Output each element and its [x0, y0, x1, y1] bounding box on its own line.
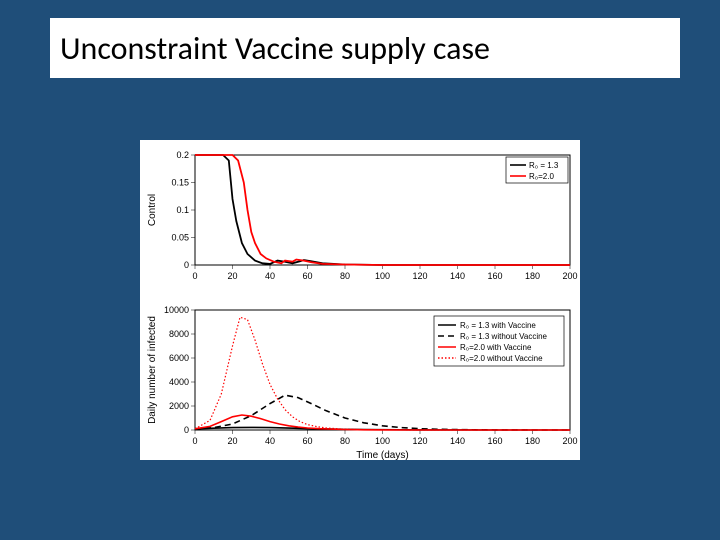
svg-text:Time (days): Time (days): [356, 450, 408, 460]
svg-text:R₀=2.0 with Vaccine: R₀=2.0 with Vaccine: [460, 343, 532, 352]
svg-text:6000: 6000: [169, 353, 189, 363]
svg-text:140: 140: [450, 436, 465, 446]
svg-text:4000: 4000: [169, 377, 189, 387]
svg-text:0: 0: [192, 436, 197, 446]
svg-text:Daily number of infected: Daily number of infected: [147, 316, 158, 424]
slide: Unconstraint Vaccine supply case 0 20 40 60…: [0, 0, 720, 540]
svg-text:Control: Control: [147, 194, 158, 226]
svg-text:80: 80: [340, 271, 350, 281]
svg-text:R₀ = 1.3 with Vaccine: R₀ = 1.3 with Vaccine: [460, 321, 536, 330]
svg-text:10000: 10000: [164, 305, 189, 315]
svg-text:0: 0: [184, 260, 189, 270]
svg-text:60: 60: [302, 436, 312, 446]
svg-text:R₀ = 1.3: R₀ = 1.3: [529, 161, 559, 170]
charts-svg: 02040608010012014016018020000.050.10.150…: [140, 140, 580, 460]
svg-text:R₀=2.0 without Vaccine: R₀=2.0 without Vaccine: [460, 354, 543, 363]
svg-text:8000: 8000: [169, 329, 189, 339]
svg-text:160: 160: [487, 271, 502, 281]
svg-text:40: 40: [265, 436, 275, 446]
svg-text:0: 0: [192, 271, 197, 281]
svg-text:20: 20: [227, 436, 237, 446]
slide-title: Unconstraint Vaccine supply case: [60, 29, 490, 68]
svg-text:40: 40: [265, 271, 275, 281]
svg-text:0.1: 0.1: [176, 205, 189, 215]
svg-text:R₀=2.0: R₀=2.0: [529, 172, 554, 181]
svg-text:120: 120: [412, 436, 427, 446]
svg-text:60: 60: [302, 271, 312, 281]
svg-text:140: 140: [450, 271, 465, 281]
svg-text:R₀ = 1.3 without Vaccine: R₀ = 1.3 without Vaccine: [460, 332, 548, 341]
svg-text:0.15: 0.15: [171, 178, 189, 188]
svg-text:0.05: 0.05: [171, 233, 189, 243]
svg-text:180: 180: [525, 436, 540, 446]
svg-text:100: 100: [375, 436, 390, 446]
svg-text:0: 0: [184, 425, 189, 435]
svg-text:200: 200: [562, 271, 577, 281]
svg-text:160: 160: [487, 436, 502, 446]
svg-text:100: 100: [375, 271, 390, 281]
svg-text:180: 180: [525, 271, 540, 281]
svg-text:200: 200: [562, 436, 577, 446]
svg-text:120: 120: [412, 271, 427, 281]
chart-container: 02040608010012014016018020000.050.10.150…: [140, 140, 580, 460]
title-container: Unconstraint Vaccine supply case: [50, 18, 680, 78]
svg-text:0.2: 0.2: [176, 150, 189, 160]
svg-text:80: 80: [340, 436, 350, 446]
svg-text:2000: 2000: [169, 401, 189, 411]
svg-text:20: 20: [227, 271, 237, 281]
